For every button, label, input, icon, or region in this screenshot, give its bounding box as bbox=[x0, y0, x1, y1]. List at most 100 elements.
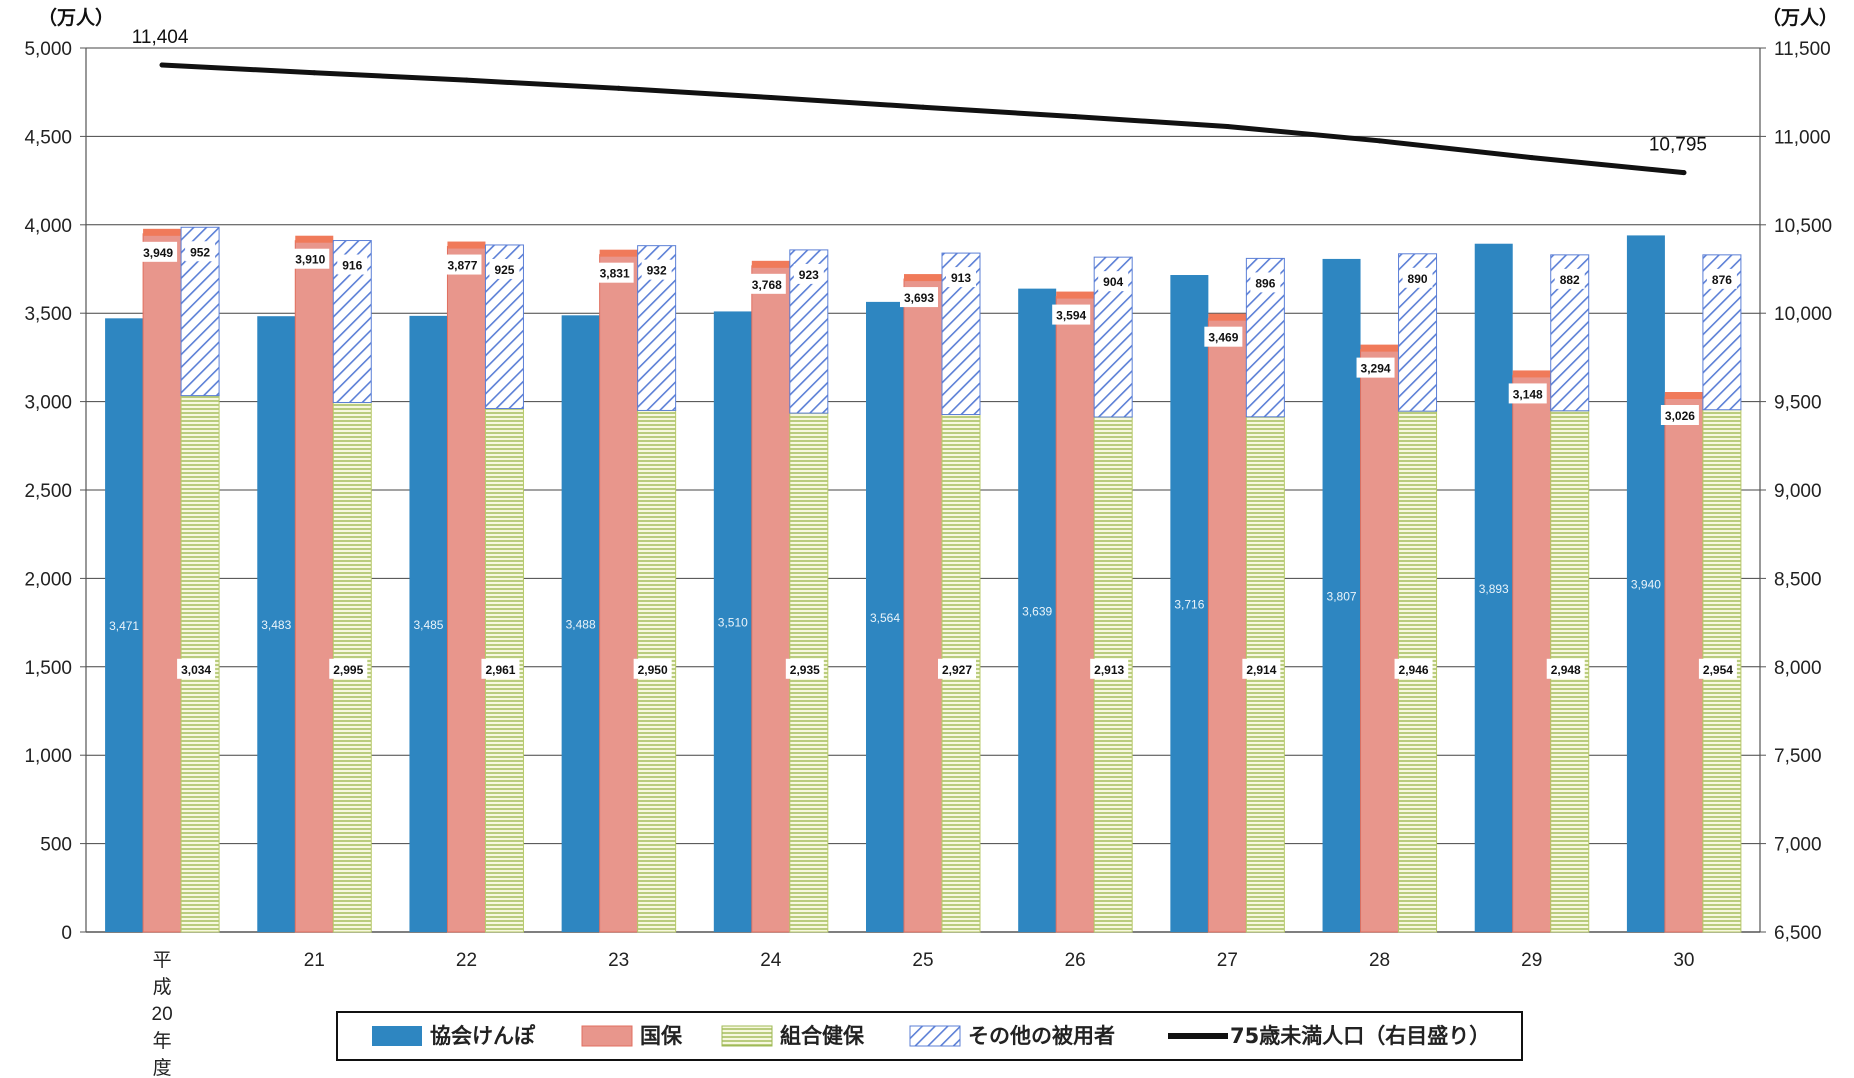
line-point bbox=[159, 62, 165, 68]
x-tick-label: 28 bbox=[1369, 950, 1390, 971]
bar-kyokai-kenpo bbox=[1474, 243, 1513, 933]
bar-kokuho bbox=[142, 233, 182, 933]
legend-swatch bbox=[581, 1025, 633, 1047]
y-axis-left: 0 500 1,000 1,500 2,000 2,500 3,000 3,500 4,000 4… bbox=[24, 39, 86, 944]
y-tick-label-right: 6,500 bbox=[1774, 923, 1822, 944]
data-label-bg bbox=[946, 267, 976, 288]
legend-label: 国保 bbox=[640, 1024, 683, 1048]
data-label: 3,026 bbox=[1665, 409, 1695, 423]
legend-label: 75歳未満人口（右目盛り） bbox=[1230, 1024, 1490, 1048]
data-label-bg bbox=[1356, 357, 1395, 378]
y-axis-right: 6,500 7,000 7,500 8,000 8,500 9,000 9,500 10,00… bbox=[1760, 39, 1832, 944]
data-label: 952 bbox=[190, 245, 210, 259]
y-tick-label-left: 3,000 bbox=[24, 393, 72, 414]
data-label-bg bbox=[900, 287, 938, 308]
bar-kokuho bbox=[294, 240, 334, 933]
data-labels: 3,471 3,949 952 3,034 3,483 3,910 916 2,995 3,48… bbox=[109, 27, 1737, 679]
y-axis-right-unit: （万人） bbox=[1762, 6, 1838, 29]
data-label: 890 bbox=[1408, 272, 1428, 286]
bars bbox=[105, 226, 1742, 933]
line-label-first: 11,404 bbox=[132, 27, 189, 48]
data-label: 913 bbox=[951, 271, 971, 285]
bar-kokuho-cap bbox=[447, 241, 486, 249]
bar-kyokai-kenpo bbox=[866, 301, 904, 933]
data-label-bg bbox=[1250, 272, 1281, 293]
bar-kokuho bbox=[1207, 318, 1247, 933]
data-label-bg bbox=[793, 263, 824, 284]
data-label: 3,693 bbox=[904, 291, 934, 305]
data-label-bg bbox=[329, 658, 368, 679]
data-label-kyokai-kenpo: 3,485 bbox=[413, 618, 443, 632]
data-label-bg bbox=[489, 258, 520, 279]
data-label: 2,946 bbox=[1399, 663, 1429, 677]
data-label-bg bbox=[1698, 658, 1737, 679]
data-label-bg bbox=[1402, 267, 1433, 288]
bar-kokuho bbox=[1512, 374, 1552, 933]
y-tick-label-left: 4,500 bbox=[24, 127, 72, 148]
y-tick-label-right: 8,000 bbox=[1774, 658, 1822, 679]
line-point bbox=[1072, 114, 1078, 120]
bar-kokuho-cap bbox=[1360, 344, 1399, 352]
line-point bbox=[1224, 123, 1230, 129]
x-tick-label: 27 bbox=[1217, 950, 1238, 971]
bar-kyokai-kenpo bbox=[1018, 288, 1057, 933]
x-tick-label: 23 bbox=[608, 950, 629, 971]
x-tick-label: 21 bbox=[304, 950, 325, 971]
data-label: 2,950 bbox=[638, 663, 668, 677]
data-label: 896 bbox=[1255, 276, 1275, 290]
bar-kokuho-cap bbox=[143, 228, 182, 236]
data-label: 923 bbox=[799, 268, 819, 282]
bar-kyokai-kenpo bbox=[713, 311, 752, 932]
bar-kyokai-kenpo bbox=[1322, 258, 1361, 933]
y-tick-label-right: 7,500 bbox=[1774, 746, 1822, 767]
data-label-bg bbox=[443, 254, 482, 275]
bar-kyokai-kenpo bbox=[1626, 235, 1665, 932]
data-label-kyokai-kenpo: 3,488 bbox=[566, 618, 596, 632]
y-tick-label-right: 8,500 bbox=[1774, 569, 1822, 590]
bar-kokuho-cap bbox=[1512, 370, 1551, 378]
data-label-bg bbox=[139, 241, 178, 262]
data-label: 2,935 bbox=[790, 663, 820, 677]
bar-kokuho bbox=[751, 265, 791, 933]
data-label: 876 bbox=[1712, 273, 1732, 287]
x-tick-label-part: 年 bbox=[153, 1030, 172, 1052]
data-label-bg bbox=[1508, 383, 1547, 404]
data-label: 3,148 bbox=[1513, 387, 1543, 401]
line-point bbox=[311, 70, 317, 76]
x-tick-label: 24 bbox=[760, 950, 782, 971]
legend-label: 組合健保 bbox=[780, 1024, 865, 1048]
bar-kyokai-kenpo bbox=[257, 316, 296, 933]
y-tick-label-left: 0 bbox=[61, 923, 72, 944]
data-label-bg bbox=[1098, 271, 1129, 292]
y-tick-label-right: 10,500 bbox=[1774, 216, 1832, 237]
bar-kokuho-cap bbox=[1056, 291, 1095, 299]
y-tick-label-left: 1,000 bbox=[24, 746, 72, 767]
data-label: 3,034 bbox=[181, 663, 211, 677]
bar-kyokai-kenpo bbox=[1170, 275, 1209, 932]
data-label-bg bbox=[1204, 326, 1243, 347]
data-label-bg bbox=[595, 262, 634, 283]
data-label-kyokai-kenpo: 3,639 bbox=[1022, 604, 1052, 618]
data-label-bg bbox=[1052, 304, 1091, 325]
data-label: 3,469 bbox=[1208, 331, 1238, 345]
data-label-bg bbox=[1090, 658, 1129, 679]
data-label-bg bbox=[1554, 268, 1585, 289]
x-tick-label-part: 20 bbox=[152, 1004, 173, 1025]
y-tick-label-right: 9,500 bbox=[1774, 393, 1822, 414]
line-point bbox=[1377, 138, 1383, 144]
data-label-bg bbox=[1394, 658, 1433, 679]
data-label: 2,961 bbox=[485, 663, 515, 677]
y-tick-label-left: 4,000 bbox=[24, 216, 72, 237]
line-point bbox=[1529, 155, 1535, 161]
x-tick-label-part: 平 bbox=[153, 950, 172, 971]
data-label: 2,954 bbox=[1703, 663, 1733, 677]
y-tick-label-left: 2,500 bbox=[24, 481, 72, 502]
data-label-kyokai-kenpo: 3,483 bbox=[261, 618, 291, 632]
y-axis-left-unit: （万人） bbox=[38, 6, 114, 29]
data-label-kyokai-kenpo: 3,716 bbox=[1174, 598, 1204, 612]
x-tick-label: 26 bbox=[1065, 950, 1086, 971]
legend-swatch bbox=[721, 1025, 773, 1047]
data-label-bg bbox=[1706, 268, 1737, 289]
data-label-bg bbox=[481, 658, 520, 679]
